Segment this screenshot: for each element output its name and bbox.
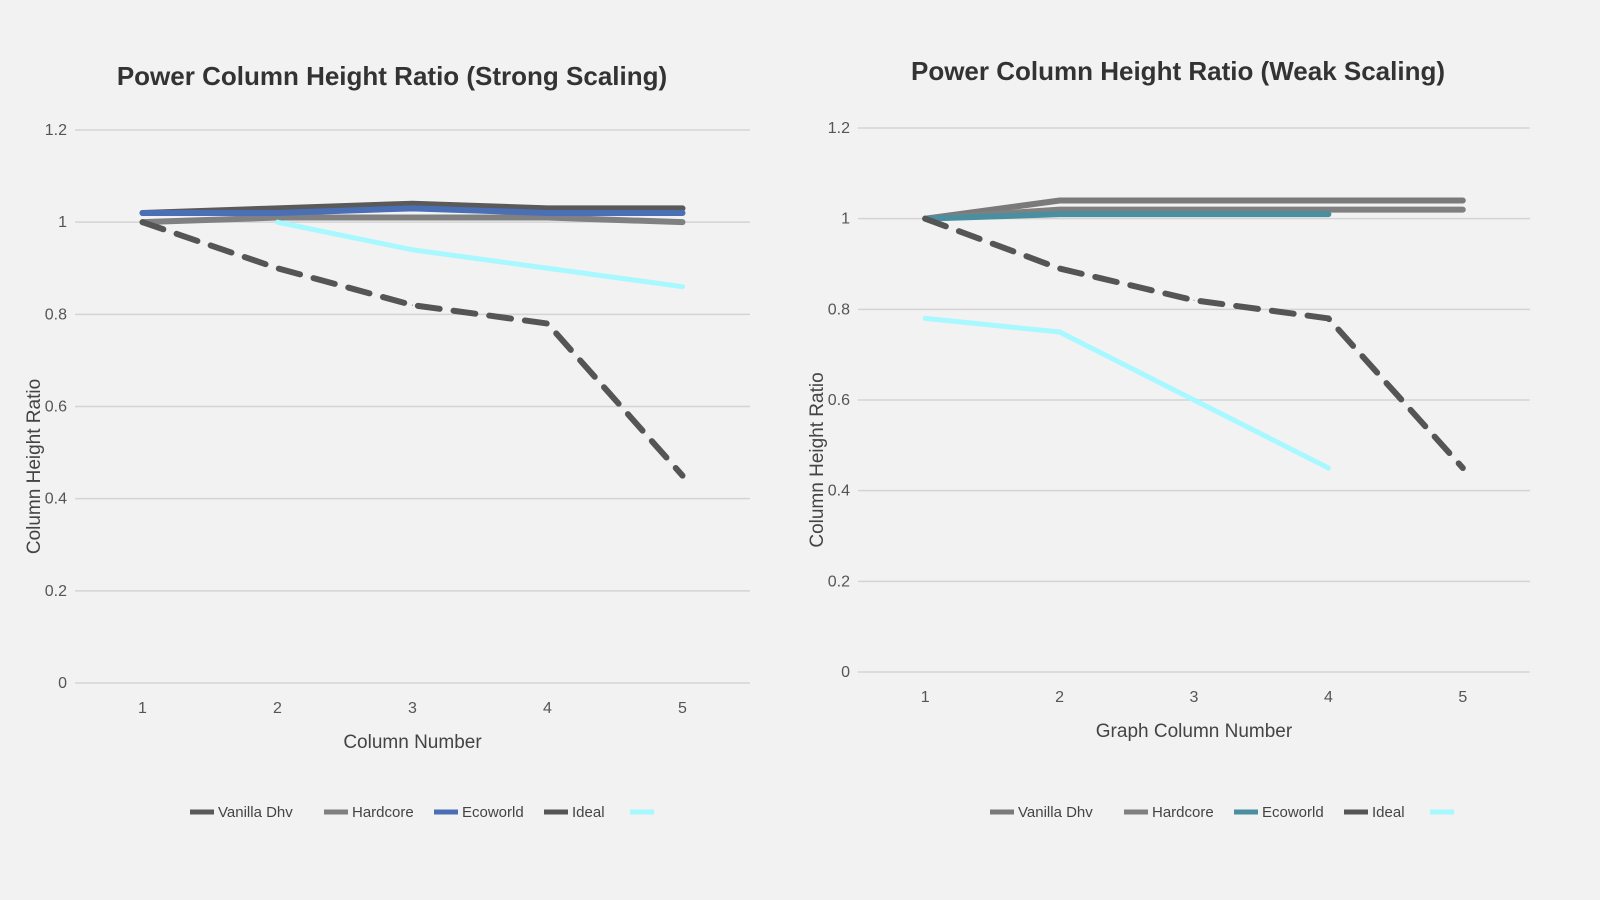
data-point [1193,209,1195,211]
x-tick-label: 5 [1458,689,1467,706]
data-point [1059,209,1061,211]
legend-label: Vanilla Dhv [218,804,293,821]
data-point [1193,200,1195,202]
data-point [1327,467,1329,469]
legend-label: Hardcore [1152,804,1214,821]
legend-label: Hardcore [352,804,414,821]
x-tick-label: 2 [273,700,282,717]
data-point [1462,200,1464,202]
legend-label: Ideal [572,804,605,821]
data-point [547,207,548,209]
y-tick-label: 0.2 [828,573,850,590]
data-point [682,221,683,223]
data-point [547,267,548,269]
x-axis-label: Graph Column Number [1096,721,1293,742]
chart-title: Power Column Height Ratio (Weak Scaling) [911,56,1445,86]
data-point [412,217,413,219]
data-point [1327,213,1329,215]
data-point [547,323,548,325]
data-point [277,212,278,214]
legend-label: Ecoworld [1262,804,1324,821]
data-point [682,286,683,288]
x-tick-label: 4 [1324,689,1333,706]
data-point [682,212,683,214]
data-point [1193,399,1195,401]
legend-label: Vanilla Dhv [1018,804,1093,821]
series-line [275,219,685,290]
data-point [1193,299,1195,301]
x-tick-label: 5 [678,700,687,717]
x-tick-label: 3 [408,700,417,717]
y-tick-label: 0.6 [828,392,850,409]
chart-title: Power Column Height Ratio (Strong Scalin… [117,61,667,91]
data-point [547,217,548,219]
y-axis-label: Column Height Ratio [807,372,828,547]
y-tick-label: 1.2 [45,122,67,139]
series-line [922,315,1331,471]
y-tick-label: 0.8 [45,306,67,323]
data-point [682,207,683,209]
data-point [1327,209,1329,211]
data-point [277,267,278,269]
x-tick-label: 1 [138,700,147,717]
y-tick-label: 0.4 [828,483,850,500]
y-tick-label: 0.6 [45,399,67,416]
series-line [922,211,1332,222]
y-tick-label: 0 [58,675,67,692]
legend-label: Ecoworld [462,804,524,821]
x-tick-label: 3 [1190,689,1199,706]
x-tick-label: 2 [1055,689,1064,706]
data-point [277,207,278,209]
y-tick-label: 1.2 [828,120,850,137]
legend-label: Ideal [1372,804,1405,821]
x-axis-label: Column Number [343,732,482,753]
data-point [1059,331,1061,333]
data-point [1462,467,1464,469]
data-point [1462,209,1464,211]
data-point [277,217,278,219]
data-point [277,221,278,223]
data-point [1327,317,1329,319]
y-axis-label: Column Height Ratio [24,379,45,554]
data-point [412,249,413,251]
data-point [1059,200,1061,202]
y-tick-label: 1 [58,214,67,231]
data-point [924,317,926,319]
series-line [922,215,1466,471]
data-point [412,304,413,306]
x-tick-label: 4 [543,700,552,717]
data-point [1059,268,1061,270]
data-point [924,218,926,220]
y-tick-label: 0 [841,664,850,681]
data-point [1193,213,1195,215]
data-point [412,207,413,209]
y-tick-label: 0.8 [828,301,850,318]
data-point [142,221,143,223]
data-point [412,203,413,205]
data-point [142,212,143,214]
data-point [547,212,548,214]
data-point [682,475,683,477]
x-tick-label: 1 [921,689,930,706]
data-point [1327,200,1329,202]
data-point [1059,213,1061,215]
y-tick-label: 1 [841,211,850,228]
y-tick-label: 0.4 [45,491,67,508]
y-tick-label: 0.2 [45,583,67,600]
series-line [139,219,686,479]
